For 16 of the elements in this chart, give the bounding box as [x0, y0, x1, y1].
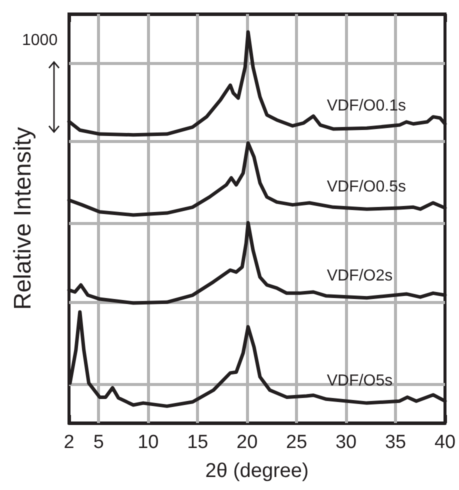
text: 1000	[22, 32, 58, 50]
x-tick-label: 10	[138, 432, 159, 453]
x-tick-label: 15	[187, 432, 208, 453]
series-label: VDF/O5s	[326, 372, 393, 390]
x-tick-label: 35	[384, 432, 406, 453]
x-tick-label: 2	[64, 432, 74, 453]
x-tick-label: 25	[286, 432, 308, 453]
x-tick-label: 40	[434, 432, 456, 453]
x-axis-title: 2θ (degree)	[205, 460, 309, 482]
y-axis-title: Relative Intensity	[10, 127, 36, 310]
x-tick-label: 5	[93, 432, 104, 453]
x-tick-label: 20	[236, 432, 258, 453]
x-tick-label: 30	[335, 432, 357, 453]
series-label: VDF/O2s	[326, 267, 393, 284]
series-label: VDF/O0.5s	[326, 178, 406, 196]
series-label: VDF/O0.1s	[326, 98, 406, 115]
